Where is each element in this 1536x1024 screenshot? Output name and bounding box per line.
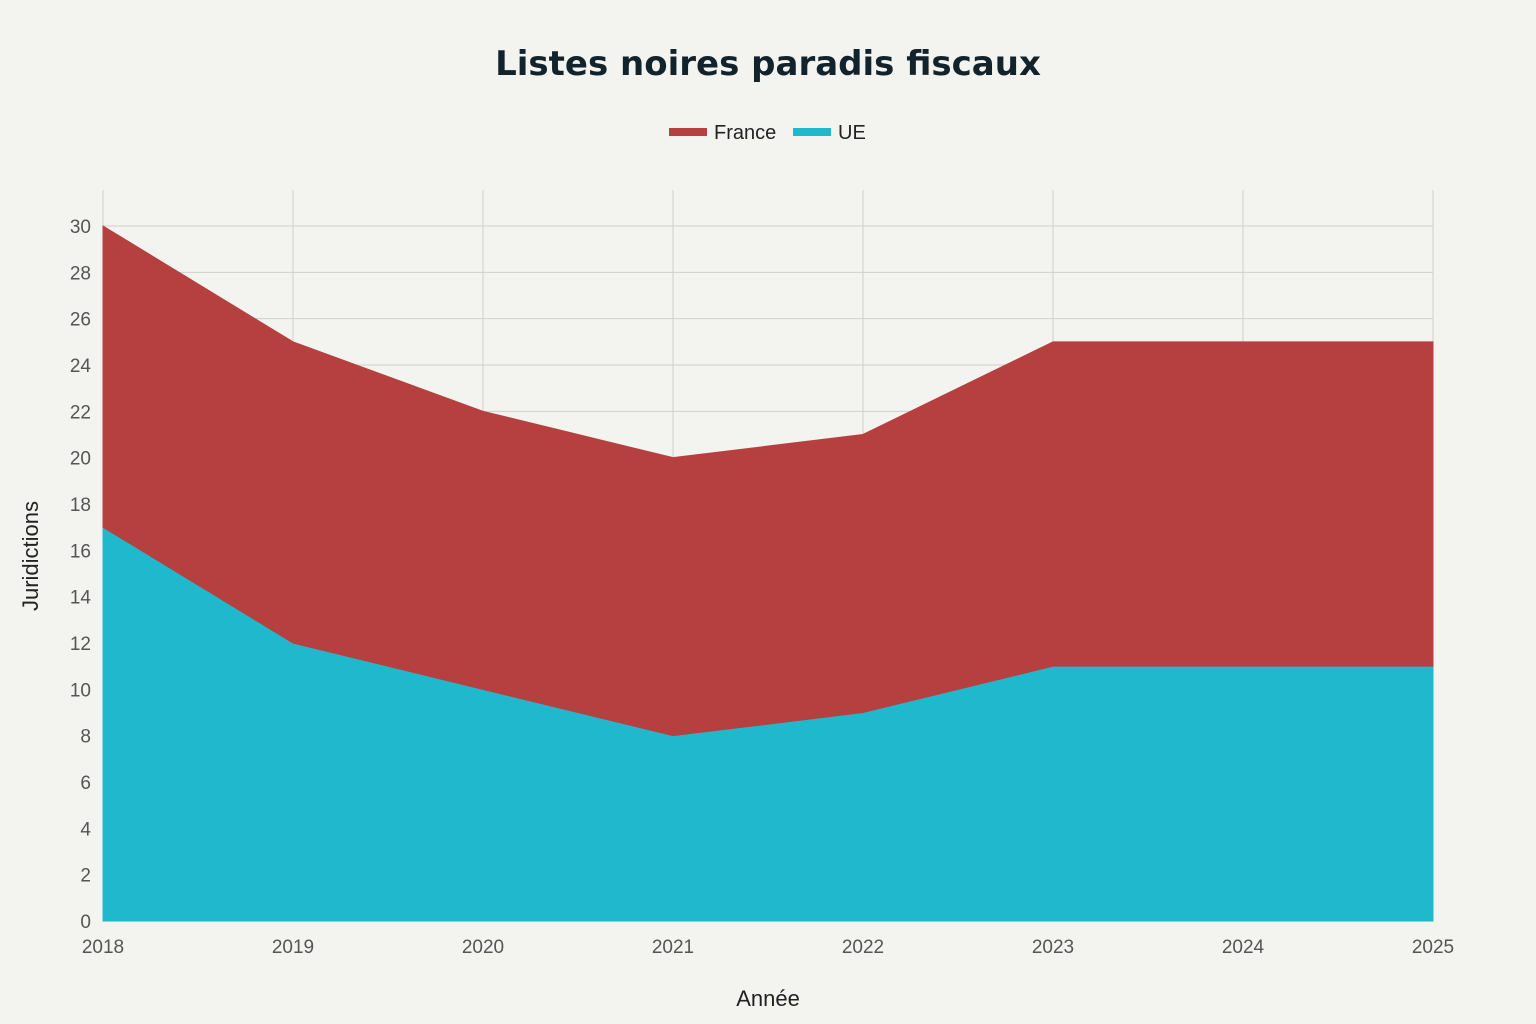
x-tick-label: 2018 [82,937,124,958]
y-tick-label: 10 [70,680,91,701]
y-tick-label: 12 [70,634,91,655]
y-tick-label: 0 [80,912,91,933]
y-tick-label: 4 [80,819,91,840]
legend-swatch-france [669,128,707,136]
y-tick-label: 18 [70,495,91,516]
legend-label-france: France [714,122,776,144]
y-tick-label: 24 [70,356,92,377]
x-tick-label: 2019 [272,937,314,958]
x-tick-label: 2024 [1222,937,1265,958]
legend: France UE [669,122,866,144]
y-tick-label: 16 [70,541,91,562]
areas [102,225,1434,922]
y-tick-label: 14 [70,588,92,609]
x-tick-label: 2025 [1412,937,1454,958]
x-tick-label: 2021 [652,937,694,958]
area-france [102,225,1434,737]
x-tick-label: 2022 [842,937,884,958]
y-tick-label: 20 [70,449,91,470]
chart-title: Listes noires paradis fiscaux [495,44,1041,84]
x-axis-label: Année [736,986,800,1011]
y-tick-label: 2 [80,866,91,887]
x-tick-label: 2020 [462,937,504,958]
legend-swatch-ue [793,128,831,136]
x-tick-label: 2023 [1032,937,1074,958]
y-tick-label: 26 [70,310,91,331]
legend-label-ue: UE [838,122,866,144]
y-tick-label: 22 [70,402,91,423]
y-tick-label: 6 [80,773,91,794]
y-tick-label: 28 [70,263,91,284]
y-tick-label: 8 [80,727,91,748]
y-axis-label: Juridictions [18,501,43,611]
x-axis-ticks: 2018 2019 2020 2021 2022 2023 2024 2025 [82,937,1454,958]
y-tick-label: 30 [70,217,91,238]
